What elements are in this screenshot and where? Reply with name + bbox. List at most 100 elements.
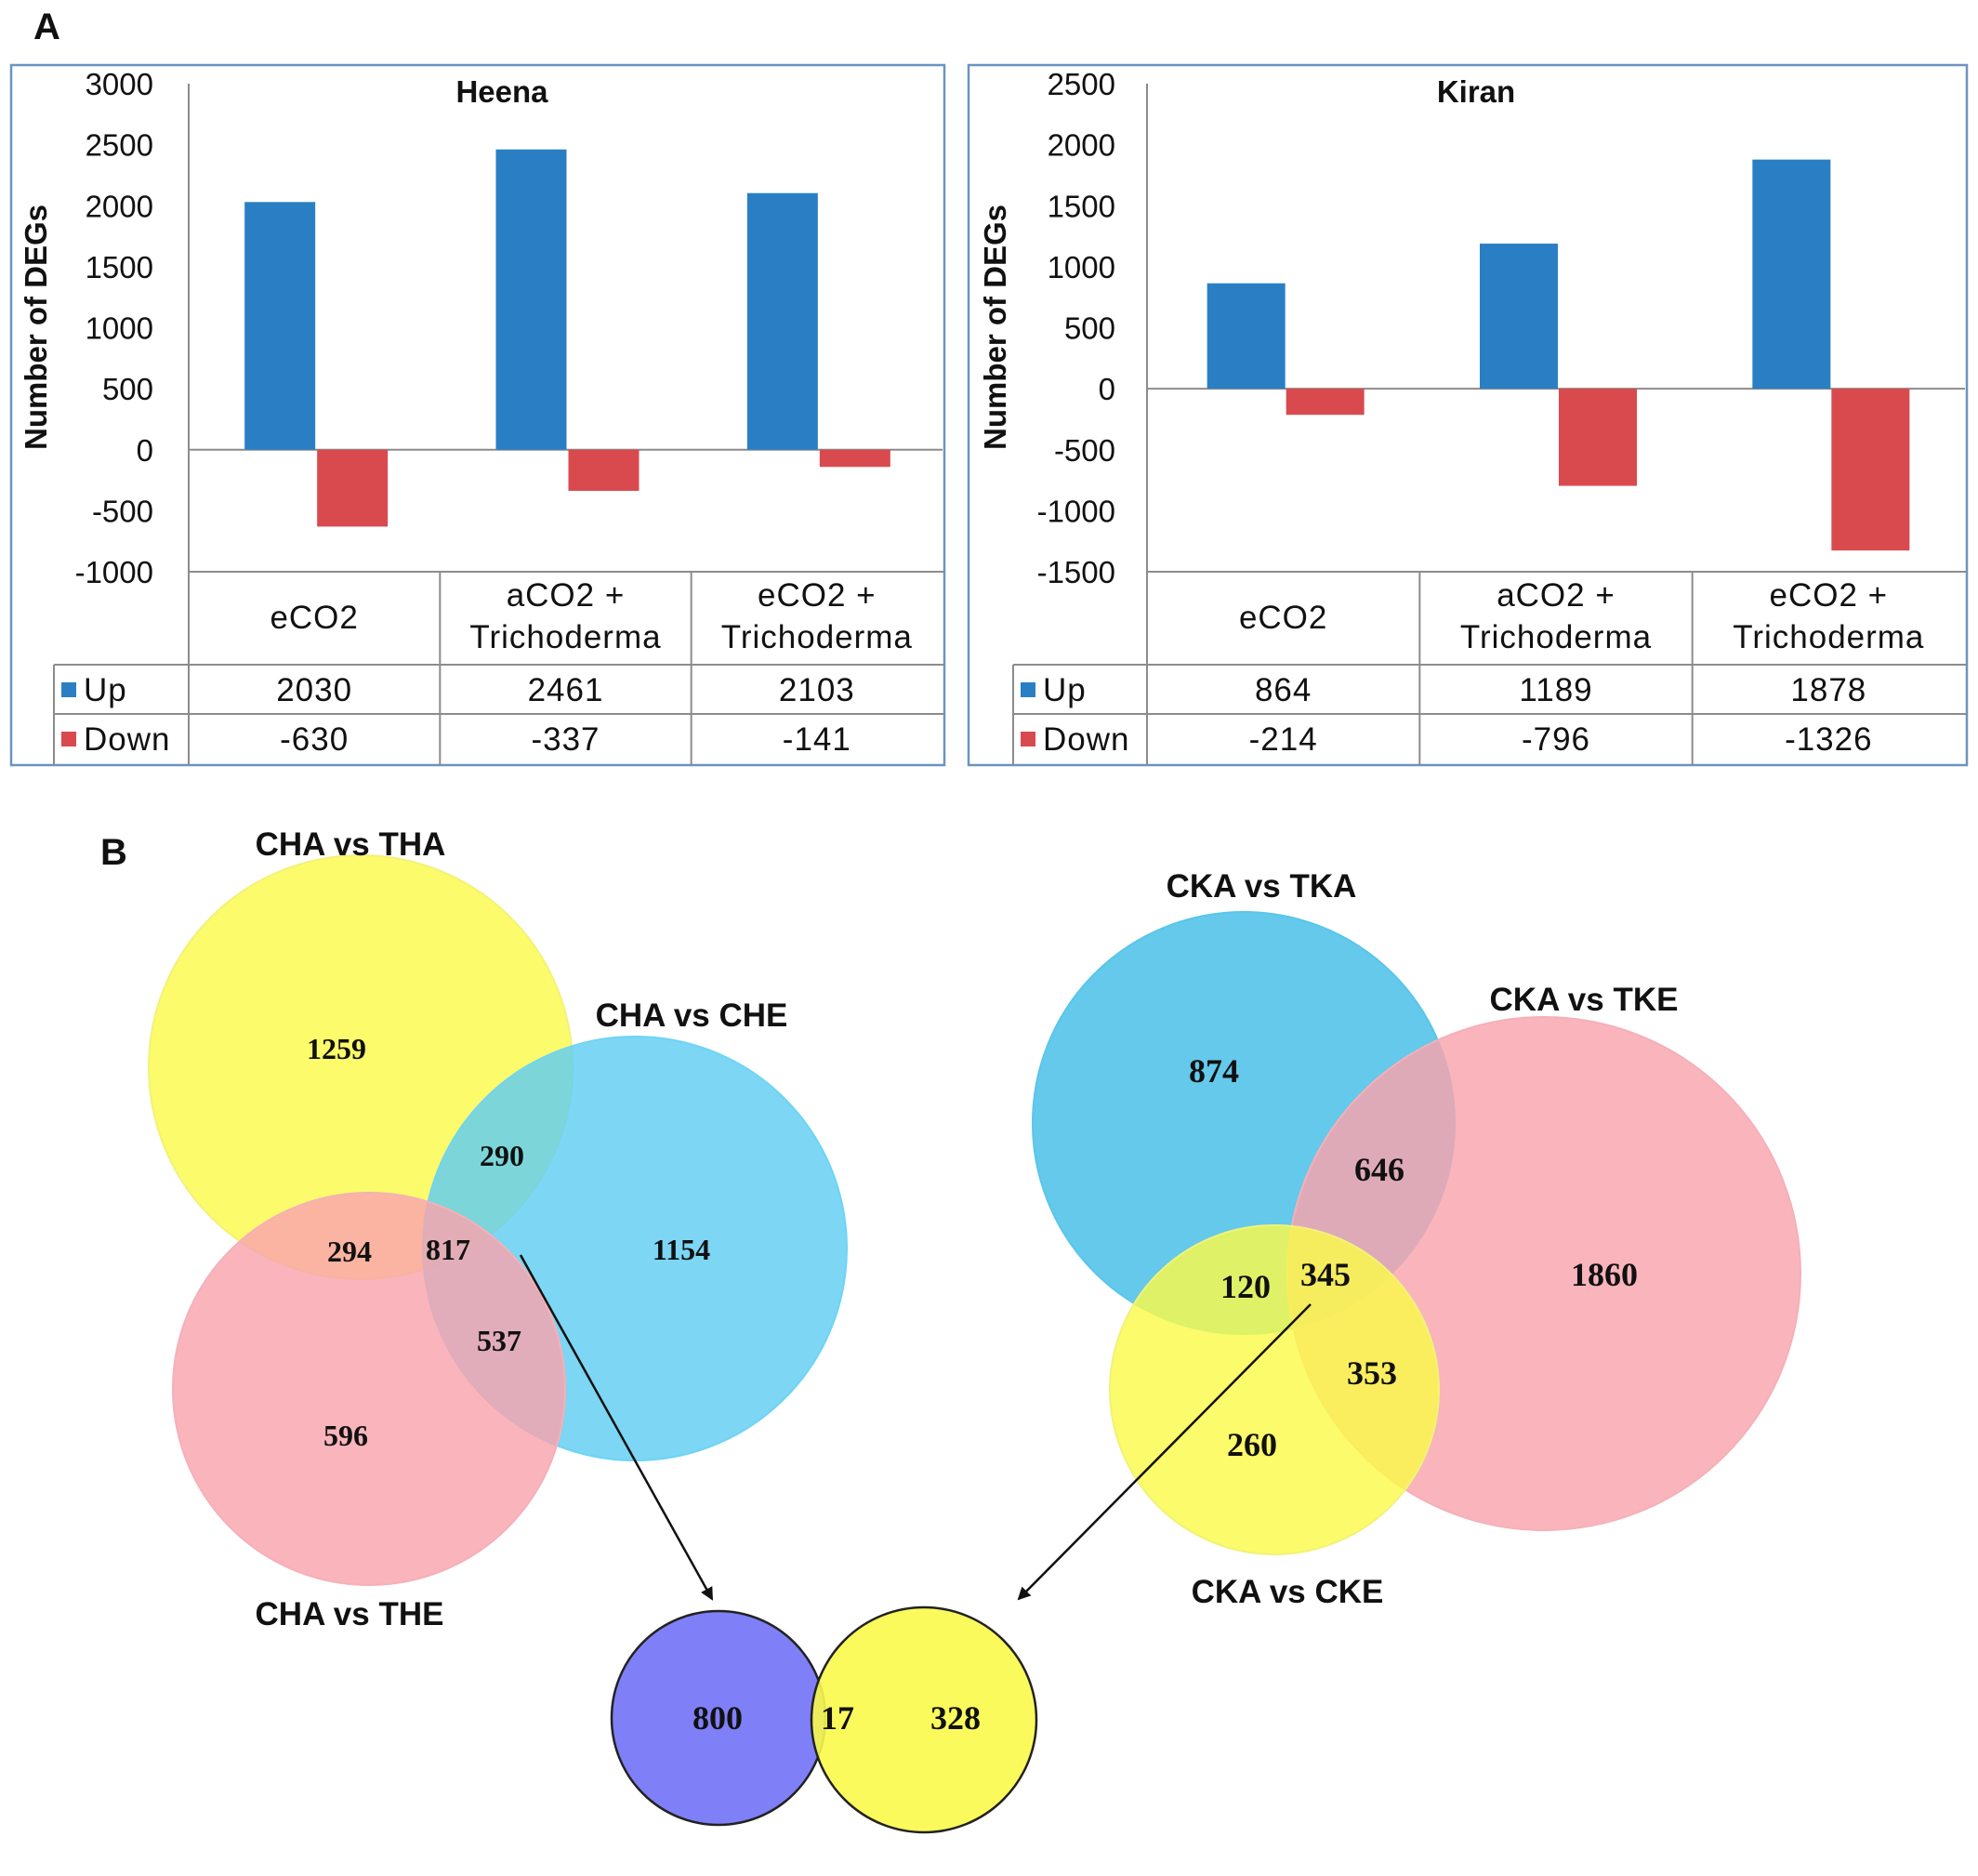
table-value: 2103: [779, 672, 855, 708]
venn-kiran-region-tka-tke: 646: [1354, 1151, 1404, 1188]
down-legend-swatch: [1021, 732, 1035, 746]
series-name: Up: [1043, 672, 1087, 708]
heena-chart-title: Heena: [455, 74, 548, 109]
y-tick-label: 1000: [1048, 250, 1115, 284]
venn-kiran-region-only-tke: 1860: [1571, 1256, 1638, 1293]
venn-kiran: CKA vs TKA CKA vs TKE CKA vs CKE 874 646…: [1032, 868, 1801, 1610]
category-label: aCO2 +: [1497, 577, 1615, 614]
up-bar: [1480, 244, 1558, 390]
venn-heena-label-cha-vs-tha: CHA vs THA: [256, 826, 446, 863]
venn-kiran-label-cka-vs-tke: CKA vs TKE: [1490, 982, 1679, 1018]
venn-kiran-region-tka-cke: 120: [1220, 1268, 1271, 1305]
kiran-chart-title: Kiran: [1437, 74, 1515, 109]
table-value: 2461: [528, 672, 604, 708]
venn-kiran-region-only-cke: 260: [1227, 1426, 1277, 1463]
venn-common-region-shared: 17: [821, 1699, 854, 1737]
venn-common-circle-kiran: [810, 1605, 1038, 1834]
venn-heena-region-all-three: 817: [426, 1233, 470, 1266]
y-tick-label: 1000: [86, 311, 153, 346]
y-tick-label: 1500: [1048, 189, 1115, 223]
venn-kiran-label-cka-vs-tka: CKA vs TKA: [1167, 868, 1357, 905]
y-tick-label: 3000: [86, 67, 153, 101]
y-tick-label: 500: [1064, 311, 1115, 346]
category-label: Trichoderma: [1460, 619, 1652, 655]
venn-common: 800 17 328: [610, 1605, 1038, 1834]
y-tick-label: 2000: [86, 189, 153, 223]
kiran-chart-frame: [967, 63, 1969, 767]
kiran-data-table: eCO2 aCO2 + Trichoderma eCO2 + Trichoderma Up…: [1012, 571, 1967, 765]
table-value: 1189: [1519, 672, 1592, 708]
down-bar: [1559, 389, 1637, 486]
y-tick-label: 2500: [86, 128, 153, 163]
category-label: eCO2: [270, 600, 358, 636]
down-bar: [1831, 389, 1910, 551]
kiran-y-ticks: 2500 2000 1500 1000 500 0 -500 -1000 -1500: [1037, 67, 1115, 589]
down-bar: [819, 449, 890, 468]
panel-b-letter: B: [100, 832, 127, 873]
venn-heena-label-cha-vs-che: CHA vs CHE: [596, 997, 788, 1034]
venn-kiran-region-tke-cke: 353: [1347, 1354, 1397, 1392]
up-bar: [1207, 283, 1286, 390]
up-legend-swatch: [1021, 682, 1035, 697]
y-tick-label: 1500: [86, 250, 153, 284]
y-tick-label: -500: [1054, 433, 1115, 468]
venn-heena-region-only-tha: 1259: [307, 1032, 366, 1065]
y-tick-label: 2500: [1048, 67, 1115, 101]
y-tick-label: -500: [92, 494, 153, 528]
up-bar: [1752, 159, 1831, 390]
table-value: -214: [1249, 721, 1318, 758]
series-name: Up: [84, 672, 127, 708]
venn-kiran-region-all-three: 345: [1300, 1256, 1351, 1293]
category-label: Trichoderma: [721, 619, 913, 655]
y-tick-label: -1500: [1037, 555, 1115, 589]
category-label: Trichoderma: [469, 619, 661, 655]
down-legend-swatch: [61, 732, 76, 746]
venn-kiran-label-cka-vs-cke: CKA vs CKE: [1192, 1574, 1384, 1610]
arrow-heena-to-common: [519, 1254, 714, 1601]
kiran-bar-chart: Kiran Number of DEGs 2500 2000 1500 1000 500…: [967, 63, 1969, 767]
down-bar: [568, 449, 640, 491]
y-tick-label: 2000: [1048, 128, 1115, 163]
venn-heena-region-only-che: 1154: [653, 1233, 710, 1266]
y-tick-label: -1000: [75, 555, 153, 589]
heena-data-table: eCO2 aCO2 + Trichoderma eCO2 + Trichoderma Up…: [53, 571, 944, 765]
venn-heena-region-only-the: 596: [323, 1419, 368, 1452]
up-bar: [495, 149, 567, 450]
table-value: -141: [783, 721, 851, 758]
up-bar: [746, 192, 818, 450]
venn-heena-region-tha-che: 290: [480, 1139, 524, 1172]
category-label: eCO2: [1239, 600, 1327, 636]
heena-y-ticks: 3000 2500 2000 1500 1000 500 0 -500 -1000: [75, 67, 153, 589]
venn-heena-label-cha-vs-the: CHA vs THE: [256, 1596, 444, 1632]
down-bar: [1286, 389, 1365, 416]
y-tick-label: 0: [137, 433, 153, 468]
venn-heena: CHA vs THA CHA vs CHE CHA vs THE 1259 29…: [148, 826, 848, 1632]
venn-heena-region-tha-the: 294: [327, 1235, 372, 1268]
series-name: Down: [1043, 721, 1129, 758]
venn-common-region-kiran-only: 328: [930, 1699, 981, 1737]
venn-common-region-heena-only: 800: [692, 1699, 743, 1737]
table-value: -337: [531, 721, 600, 758]
category-label: eCO2 +: [758, 577, 877, 614]
arrow-kiran-to-common: [1017, 1303, 1312, 1601]
venn-heena-region-che-the: 537: [477, 1324, 521, 1357]
category-label: Trichoderma: [1733, 619, 1924, 655]
kiran-y-axis-label: Number of DEGs: [978, 205, 1012, 450]
category-label: eCO2 +: [1770, 577, 1889, 614]
table-value: -796: [1522, 721, 1590, 758]
table-value: -630: [280, 721, 349, 758]
venn-kiran-circle-cka-vs-cke: [1109, 1224, 1440, 1555]
y-tick-label: 0: [1099, 372, 1115, 406]
down-bar: [317, 449, 389, 527]
up-legend-swatch: [61, 682, 76, 697]
heena-chart-frame: [9, 63, 946, 767]
venn-kiran-region-only-tka: 874: [1189, 1052, 1239, 1090]
table-value: -1326: [1785, 721, 1873, 758]
series-name: Down: [84, 721, 170, 758]
kiran-bars: [1147, 159, 1965, 551]
up-bar: [244, 202, 316, 450]
heena-y-axis-label: Number of DEGs: [19, 205, 53, 450]
y-tick-label: -1000: [1037, 494, 1115, 528]
table-value: 864: [1255, 672, 1312, 708]
